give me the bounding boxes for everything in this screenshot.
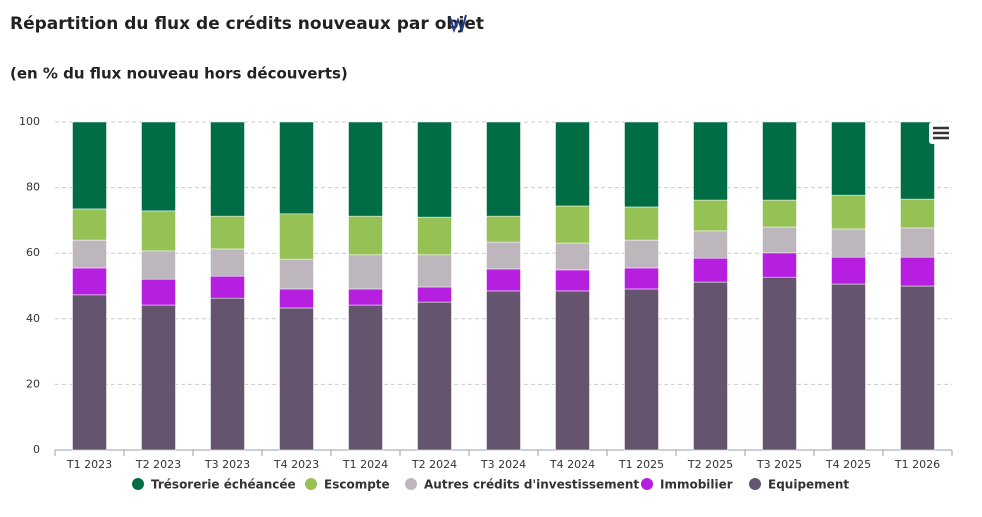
y-tick-label: 60 — [26, 246, 40, 259]
bar-segment — [555, 242, 590, 271]
bar-segment — [210, 297, 245, 451]
bar-segment — [831, 194, 866, 230]
legend-marker[interactable] — [641, 478, 653, 490]
bar-segment — [486, 215, 521, 243]
bar-segment — [72, 239, 107, 269]
bar-segment — [417, 301, 452, 451]
x-tick-label: T2 2024 — [411, 458, 457, 471]
bar-segment — [417, 216, 452, 256]
bar-segment — [210, 275, 245, 299]
bar-segment — [210, 215, 245, 250]
bar-segment — [624, 239, 659, 269]
bar-segment — [279, 258, 314, 290]
bar-segment — [210, 248, 245, 277]
chart-subtitle: (en % du flux nouveau hors découverts) — [10, 65, 348, 83]
legend-marker[interactable] — [132, 478, 144, 490]
y-tick-label: 80 — [26, 181, 40, 194]
bar-segment — [900, 285, 935, 451]
bar-segment — [900, 198, 935, 229]
y-tick-label: 40 — [26, 312, 40, 325]
bar-segment — [762, 276, 797, 451]
x-tick-label: T4 2025 — [825, 458, 871, 471]
bar-segment — [624, 206, 659, 241]
bar-segment — [693, 257, 728, 283]
bar-segment — [762, 252, 797, 278]
bar-segment — [831, 256, 866, 285]
bar-segment — [141, 304, 176, 451]
x-tick-label: T1 2026 — [894, 458, 940, 471]
bar-segment — [831, 228, 866, 258]
bar-segment — [417, 254, 452, 288]
bar-segment — [486, 290, 521, 451]
bar-segment — [900, 121, 935, 200]
bar-segment — [348, 215, 383, 256]
x-tick-label: T2 2025 — [687, 458, 733, 471]
x-tick-label: T1 2024 — [342, 458, 388, 471]
bar-segment — [555, 269, 590, 292]
bar-segment — [900, 256, 935, 287]
bar-segment — [417, 286, 452, 303]
logo-icon — [449, 14, 467, 34]
bar-segment — [624, 288, 659, 451]
bar-segment — [348, 254, 383, 290]
legend-label[interactable]: Autres crédits d'investissement — [424, 478, 639, 492]
legend-marker[interactable] — [749, 478, 761, 490]
x-tick-label: T3 2025 — [756, 458, 802, 471]
bar-segment — [624, 267, 659, 290]
x-tick-label: T1 2025 — [618, 458, 664, 471]
bar-segment — [279, 213, 314, 260]
bar-segment — [72, 208, 107, 241]
bar-segment — [348, 288, 383, 306]
x-tick-label: T3 2024 — [480, 458, 526, 471]
bar-segment — [693, 281, 728, 451]
bar-segment — [141, 121, 176, 212]
bar-segment — [348, 304, 383, 451]
x-tick-label: T3 2023 — [204, 458, 250, 471]
bar-segment — [831, 121, 866, 196]
x-tick-label: T2 2023 — [135, 458, 181, 471]
bar-segment — [417, 121, 452, 218]
bar-segment — [279, 307, 314, 451]
bar-segment — [72, 267, 107, 296]
legend-label[interactable]: Escompte — [324, 478, 390, 492]
legend-label[interactable]: Immobilier — [660, 478, 733, 492]
bar-segment — [72, 294, 107, 451]
bar-segment — [762, 121, 797, 201]
bar-segment — [279, 288, 314, 309]
bar-segment — [141, 250, 176, 280]
menu-button[interactable] — [929, 122, 953, 144]
bar-segment — [141, 210, 176, 252]
bar-segment — [486, 241, 521, 270]
bar-segment — [141, 278, 176, 306]
x-tick-label: T1 2023 — [66, 458, 112, 471]
y-tick-label: 20 — [26, 377, 40, 390]
y-tick-label: 0 — [33, 443, 40, 456]
bar-segment — [762, 199, 797, 228]
bar-segment — [831, 283, 866, 451]
x-tick-label: T4 2023 — [273, 458, 319, 471]
bar-segment — [72, 121, 107, 210]
bar-segment — [486, 268, 521, 292]
bar-segment — [555, 290, 590, 451]
bar-segment — [624, 121, 659, 208]
bar-segment — [762, 226, 797, 254]
bar-segment — [555, 205, 590, 244]
bar-segment — [900, 227, 935, 258]
bar-segment — [693, 121, 728, 201]
legend-label[interactable]: Equipement — [768, 478, 849, 492]
bar-segment — [693, 199, 728, 232]
x-tick-label: T4 2024 — [549, 458, 595, 471]
bar-segment — [210, 121, 245, 217]
legend-marker[interactable] — [405, 478, 417, 490]
bar-segment — [279, 121, 314, 215]
bar-segment — [348, 121, 383, 217]
bar-segment — [555, 121, 590, 207]
legend-marker[interactable] — [305, 478, 317, 490]
bar-segment — [486, 121, 521, 217]
legend-label[interactable]: Trésorerie échéancée — [151, 478, 296, 492]
chart-title: Répartition du flux de crédits nouveaux … — [10, 14, 484, 34]
y-tick-label: 100 — [19, 115, 40, 128]
bar-segment — [693, 230, 728, 259]
